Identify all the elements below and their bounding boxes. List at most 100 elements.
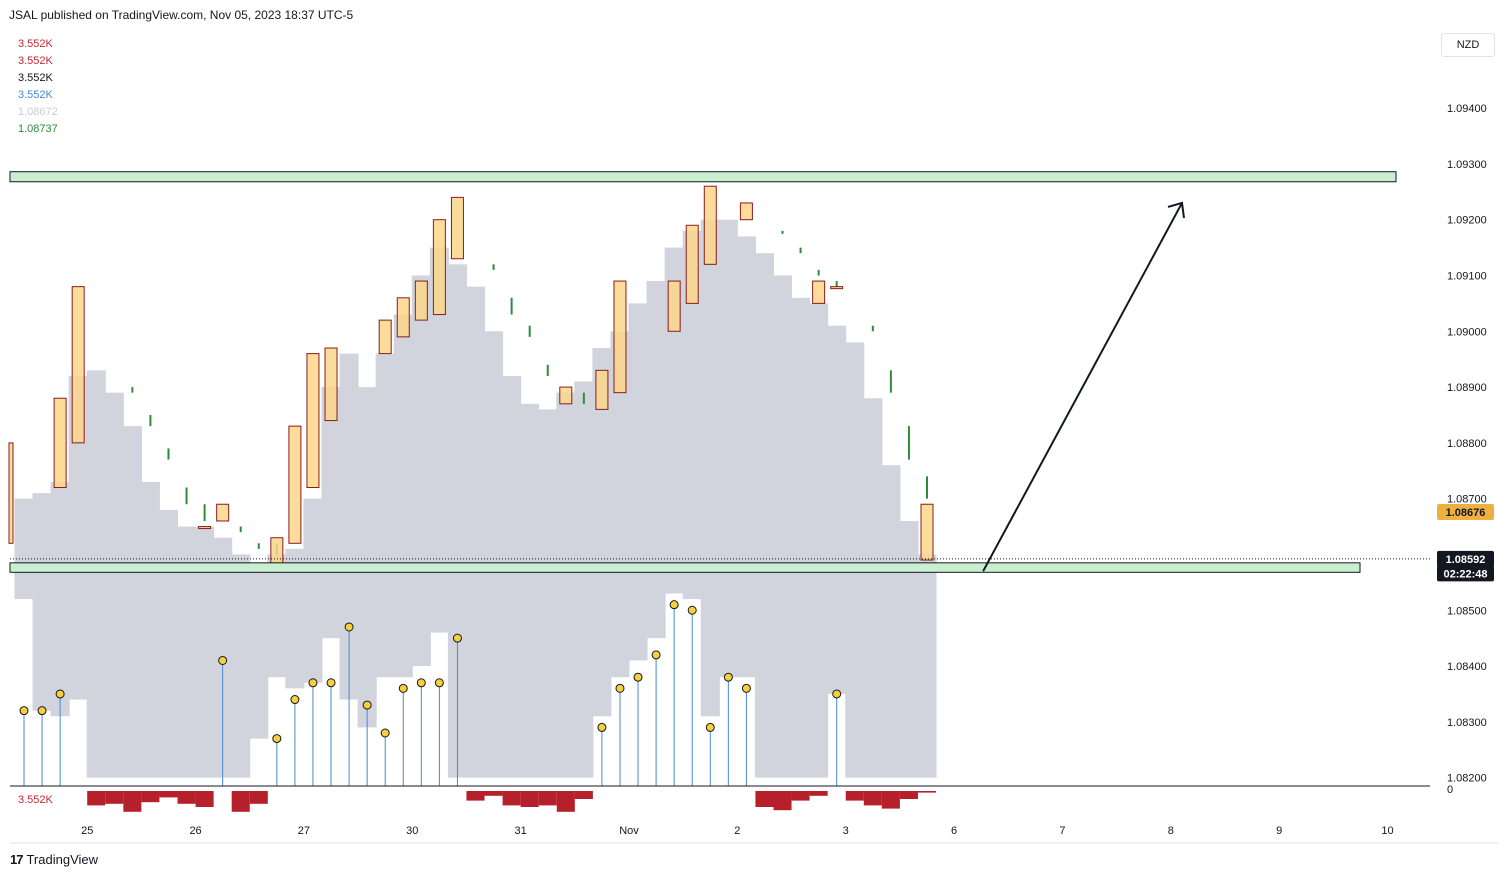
volume-bar	[917, 791, 937, 793]
volume-bar	[502, 791, 521, 806]
signal-dot	[651, 650, 661, 660]
cloud-column	[195, 526, 215, 778]
currency-button[interactable]: NZD	[1441, 33, 1495, 57]
candle-box	[216, 503, 230, 522]
x-tick-label: 26	[189, 825, 201, 837]
volume-bar	[231, 791, 250, 812]
cloud-column	[429, 247, 449, 633]
x-tick-label: 8	[1168, 825, 1174, 837]
x-tick-label: 30	[406, 825, 418, 837]
cloud-column	[321, 387, 341, 639]
signal-dot	[434, 678, 444, 688]
cloud-column	[538, 409, 558, 778]
signal-dot	[37, 706, 47, 716]
cloud-column	[68, 375, 88, 700]
cloud-column	[375, 353, 395, 678]
candle-box	[685, 224, 699, 304]
wick-mark	[907, 426, 910, 460]
cloud-column	[917, 554, 937, 778]
volume-bar	[520, 791, 539, 807]
x-tick-label: 3	[843, 825, 849, 837]
y-tick-label: 1.08900	[1447, 382, 1487, 394]
signal-dot	[362, 700, 372, 710]
volume-bar	[773, 791, 792, 811]
candle-box	[378, 319, 392, 355]
volume-bar	[105, 791, 124, 804]
volume-bar	[123, 791, 142, 812]
candle-box	[920, 503, 934, 561]
legend-value: 1.08737	[18, 123, 58, 135]
wick-mark	[871, 325, 874, 332]
candle-box	[8, 442, 14, 544]
cloud-column	[285, 548, 305, 689]
y-tick-label: 1.08500	[1447, 605, 1487, 617]
cloud-column	[32, 493, 52, 711]
signal-dot	[615, 683, 625, 693]
wick-mark	[167, 448, 170, 460]
signal-dot	[290, 695, 300, 705]
signal-dot	[741, 683, 751, 693]
price-badge-label: 02:22:48	[1443, 568, 1487, 580]
y-tick-label: 1.09000	[1447, 326, 1487, 338]
cloud-column	[50, 481, 70, 717]
wick-mark	[239, 526, 242, 533]
cloud-column	[592, 348, 612, 717]
wick-mark	[546, 364, 549, 376]
candle-box	[53, 397, 67, 489]
wick-mark	[817, 269, 820, 276]
volume-bar	[195, 791, 214, 807]
signal-dot	[416, 678, 426, 688]
signal-dot	[705, 722, 715, 732]
volume-bar	[538, 791, 557, 806]
overlay-layer	[10, 201, 1430, 572]
cloud-column	[736, 236, 756, 678]
candle-box	[830, 286, 844, 290]
candle-box	[432, 219, 446, 316]
tradingview-logo[interactable]: 17 TradingView	[10, 852, 98, 867]
cloud-column	[899, 520, 919, 778]
x-tick-label: 27	[298, 825, 310, 837]
zone-layer	[9, 171, 1397, 573]
cloud-column	[86, 370, 106, 778]
volume-bar	[87, 791, 106, 806]
candle-box	[198, 526, 212, 530]
volume-bar	[899, 791, 918, 799]
wick-mark	[510, 297, 513, 315]
volume-bar	[809, 791, 828, 796]
cloud-column	[122, 426, 142, 778]
cloud-column	[574, 381, 594, 778]
cloud-column	[249, 565, 269, 739]
cloud-column	[357, 387, 377, 728]
candle-box	[414, 280, 428, 321]
signal-dot	[687, 605, 697, 615]
signal-dot	[272, 734, 282, 744]
candle-box	[739, 202, 753, 221]
cloud-column	[393, 314, 413, 678]
axis-layer: 1.09400 1.09300 1.09200 1.09100 1.09000 1.089…	[10, 103, 1498, 844]
wick-mark	[926, 476, 928, 499]
volume-bar	[159, 791, 178, 798]
volume-bar	[556, 791, 575, 812]
cloud-column	[809, 303, 829, 778]
candle-box	[559, 386, 573, 405]
wick-mark	[257, 543, 260, 549]
support-zone	[9, 562, 1361, 573]
box-layer	[8, 185, 934, 567]
signal-dot	[380, 728, 390, 738]
volume-bar	[484, 791, 503, 796]
legend-value: 3.552K	[18, 89, 53, 101]
volume-zero-label: 0	[1447, 784, 1453, 796]
cloud-column	[881, 465, 901, 778]
x-tick-label: 2	[734, 825, 740, 837]
cloud-column	[502, 375, 522, 778]
wick-mark	[131, 387, 134, 393]
volume-bar	[466, 791, 485, 801]
cloud-column	[339, 353, 359, 700]
x-tick-label: 25	[81, 825, 93, 837]
cloud-column	[610, 331, 630, 678]
cloud-column	[791, 297, 811, 778]
y-tick-label: 1.09400	[1447, 103, 1487, 115]
cloud-column	[104, 392, 124, 778]
cloud-column	[718, 219, 738, 678]
